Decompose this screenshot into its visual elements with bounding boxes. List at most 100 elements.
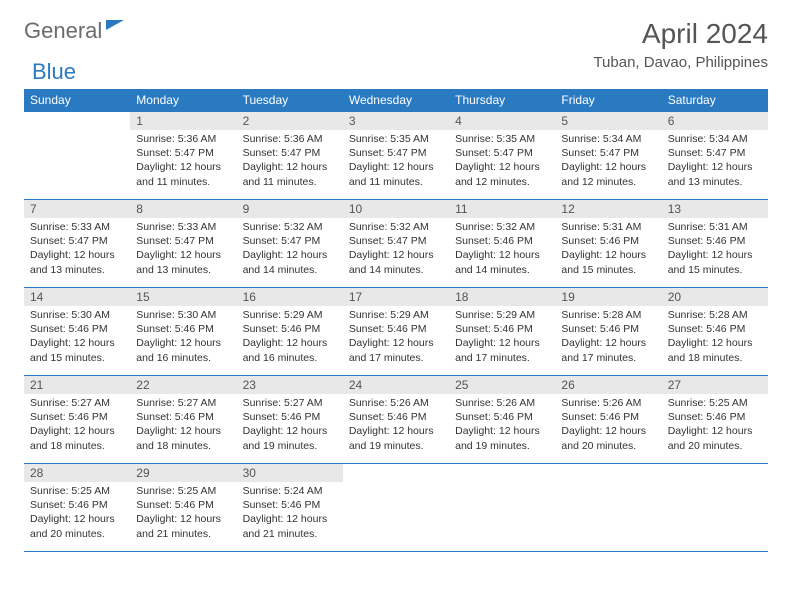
logo: General xyxy=(24,18,126,44)
weekday-header-row: Sunday Monday Tuesday Wednesday Thursday… xyxy=(24,89,768,112)
day-content: Sunrise: 5:28 AMSunset: 5:46 PMDaylight:… xyxy=(662,306,768,369)
day-number: 2 xyxy=(237,112,343,130)
day-number: 15 xyxy=(130,288,236,306)
day-number: 6 xyxy=(662,112,768,130)
day-number: 12 xyxy=(555,200,661,218)
day-number: 9 xyxy=(237,200,343,218)
day-cell: 11Sunrise: 5:32 AMSunset: 5:46 PMDayligh… xyxy=(449,200,555,288)
day-content: Sunrise: 5:25 AMSunset: 5:46 PMDaylight:… xyxy=(24,482,130,545)
day-cell: 5Sunrise: 5:34 AMSunset: 5:47 PMDaylight… xyxy=(555,112,661,200)
weekday-header: Sunday xyxy=(24,89,130,112)
day-content: Sunrise: 5:29 AMSunset: 5:46 PMDaylight:… xyxy=(343,306,449,369)
day-number: 4 xyxy=(449,112,555,130)
day-cell: 8Sunrise: 5:33 AMSunset: 5:47 PMDaylight… xyxy=(130,200,236,288)
day-content: Sunrise: 5:33 AMSunset: 5:47 PMDaylight:… xyxy=(130,218,236,281)
day-cell: 27Sunrise: 5:25 AMSunset: 5:46 PMDayligh… xyxy=(662,376,768,464)
day-number: 24 xyxy=(343,376,449,394)
day-content: Sunrise: 5:29 AMSunset: 5:46 PMDaylight:… xyxy=(449,306,555,369)
day-number: 30 xyxy=(237,464,343,482)
day-cell: 6Sunrise: 5:34 AMSunset: 5:47 PMDaylight… xyxy=(662,112,768,200)
day-cell: 15Sunrise: 5:30 AMSunset: 5:46 PMDayligh… xyxy=(130,288,236,376)
day-cell: 12Sunrise: 5:31 AMSunset: 5:46 PMDayligh… xyxy=(555,200,661,288)
day-cell: 18Sunrise: 5:29 AMSunset: 5:46 PMDayligh… xyxy=(449,288,555,376)
day-cell: 3Sunrise: 5:35 AMSunset: 5:47 PMDaylight… xyxy=(343,112,449,200)
week-row: 28Sunrise: 5:25 AMSunset: 5:46 PMDayligh… xyxy=(24,464,768,552)
day-number: 23 xyxy=(237,376,343,394)
day-cell: 24Sunrise: 5:26 AMSunset: 5:46 PMDayligh… xyxy=(343,376,449,464)
day-number: 26 xyxy=(555,376,661,394)
day-number: 28 xyxy=(24,464,130,482)
weekday-header: Tuesday xyxy=(237,89,343,112)
calendar-table: Sunday Monday Tuesday Wednesday Thursday… xyxy=(24,89,768,552)
day-content: Sunrise: 5:31 AMSunset: 5:46 PMDaylight:… xyxy=(662,218,768,281)
calendar-page: General April 2024 Tuban, Davao, Philipp… xyxy=(0,0,792,570)
day-content: Sunrise: 5:26 AMSunset: 5:46 PMDaylight:… xyxy=(555,394,661,457)
month-title: April 2024 xyxy=(593,18,768,50)
day-cell: 16Sunrise: 5:29 AMSunset: 5:46 PMDayligh… xyxy=(237,288,343,376)
day-number: 17 xyxy=(343,288,449,306)
day-content: Sunrise: 5:27 AMSunset: 5:46 PMDaylight:… xyxy=(130,394,236,457)
day-number: 19 xyxy=(555,288,661,306)
day-number: 16 xyxy=(237,288,343,306)
day-cell: 7Sunrise: 5:33 AMSunset: 5:47 PMDaylight… xyxy=(24,200,130,288)
day-content: Sunrise: 5:25 AMSunset: 5:46 PMDaylight:… xyxy=(130,482,236,545)
logo-text-2: Blue xyxy=(32,59,76,84)
day-cell: 13Sunrise: 5:31 AMSunset: 5:46 PMDayligh… xyxy=(662,200,768,288)
weekday-header: Friday xyxy=(555,89,661,112)
day-cell: 21Sunrise: 5:27 AMSunset: 5:46 PMDayligh… xyxy=(24,376,130,464)
day-content: Sunrise: 5:34 AMSunset: 5:47 PMDaylight:… xyxy=(555,130,661,193)
day-content: Sunrise: 5:31 AMSunset: 5:46 PMDaylight:… xyxy=(555,218,661,281)
day-content: Sunrise: 5:35 AMSunset: 5:47 PMDaylight:… xyxy=(449,130,555,193)
logo-text-1: General xyxy=(24,18,102,44)
week-row: 7Sunrise: 5:33 AMSunset: 5:47 PMDaylight… xyxy=(24,200,768,288)
day-number: 22 xyxy=(130,376,236,394)
weekday-header: Wednesday xyxy=(343,89,449,112)
day-content: Sunrise: 5:30 AMSunset: 5:46 PMDaylight:… xyxy=(130,306,236,369)
day-content: Sunrise: 5:34 AMSunset: 5:47 PMDaylight:… xyxy=(662,130,768,193)
day-cell: 28Sunrise: 5:25 AMSunset: 5:46 PMDayligh… xyxy=(24,464,130,552)
day-number: 11 xyxy=(449,200,555,218)
day-content: Sunrise: 5:33 AMSunset: 5:47 PMDaylight:… xyxy=(24,218,130,281)
day-cell: 26Sunrise: 5:26 AMSunset: 5:46 PMDayligh… xyxy=(555,376,661,464)
day-content: Sunrise: 5:26 AMSunset: 5:46 PMDaylight:… xyxy=(343,394,449,457)
day-content: Sunrise: 5:27 AMSunset: 5:46 PMDaylight:… xyxy=(24,394,130,457)
day-cell: .. xyxy=(24,112,130,200)
day-content: Sunrise: 5:26 AMSunset: 5:46 PMDaylight:… xyxy=(449,394,555,457)
day-content: Sunrise: 5:36 AMSunset: 5:47 PMDaylight:… xyxy=(130,130,236,193)
day-cell: 22Sunrise: 5:27 AMSunset: 5:46 PMDayligh… xyxy=(130,376,236,464)
day-content: Sunrise: 5:27 AMSunset: 5:46 PMDaylight:… xyxy=(237,394,343,457)
day-cell: 4Sunrise: 5:35 AMSunset: 5:47 PMDaylight… xyxy=(449,112,555,200)
day-cell: .. xyxy=(449,464,555,552)
day-number: 1 xyxy=(130,112,236,130)
day-number: 13 xyxy=(662,200,768,218)
day-cell: .. xyxy=(555,464,661,552)
logo-triangle-icon xyxy=(106,20,124,30)
week-row: ..1Sunrise: 5:36 AMSunset: 5:47 PMDaylig… xyxy=(24,112,768,200)
day-cell: .. xyxy=(343,464,449,552)
day-content: Sunrise: 5:25 AMSunset: 5:46 PMDaylight:… xyxy=(662,394,768,457)
day-content: Sunrise: 5:24 AMSunset: 5:46 PMDaylight:… xyxy=(237,482,343,545)
day-cell: 19Sunrise: 5:28 AMSunset: 5:46 PMDayligh… xyxy=(555,288,661,376)
day-cell: 9Sunrise: 5:32 AMSunset: 5:47 PMDaylight… xyxy=(237,200,343,288)
day-content: Sunrise: 5:32 AMSunset: 5:47 PMDaylight:… xyxy=(237,218,343,281)
day-number: 5 xyxy=(555,112,661,130)
day-content: Sunrise: 5:35 AMSunset: 5:47 PMDaylight:… xyxy=(343,130,449,193)
day-cell: 30Sunrise: 5:24 AMSunset: 5:46 PMDayligh… xyxy=(237,464,343,552)
day-number: 20 xyxy=(662,288,768,306)
day-content: Sunrise: 5:36 AMSunset: 5:47 PMDaylight:… xyxy=(237,130,343,193)
day-number: 14 xyxy=(24,288,130,306)
day-number: 18 xyxy=(449,288,555,306)
weekday-header: Thursday xyxy=(449,89,555,112)
day-content: Sunrise: 5:28 AMSunset: 5:46 PMDaylight:… xyxy=(555,306,661,369)
week-row: 14Sunrise: 5:30 AMSunset: 5:46 PMDayligh… xyxy=(24,288,768,376)
day-number: 21 xyxy=(24,376,130,394)
day-number: 27 xyxy=(662,376,768,394)
day-cell: 29Sunrise: 5:25 AMSunset: 5:46 PMDayligh… xyxy=(130,464,236,552)
day-content: Sunrise: 5:32 AMSunset: 5:47 PMDaylight:… xyxy=(343,218,449,281)
day-number: 8 xyxy=(130,200,236,218)
day-cell: 10Sunrise: 5:32 AMSunset: 5:47 PMDayligh… xyxy=(343,200,449,288)
weekday-header: Saturday xyxy=(662,89,768,112)
day-content: Sunrise: 5:32 AMSunset: 5:46 PMDaylight:… xyxy=(449,218,555,281)
week-row: 21Sunrise: 5:27 AMSunset: 5:46 PMDayligh… xyxy=(24,376,768,464)
day-cell: 25Sunrise: 5:26 AMSunset: 5:46 PMDayligh… xyxy=(449,376,555,464)
